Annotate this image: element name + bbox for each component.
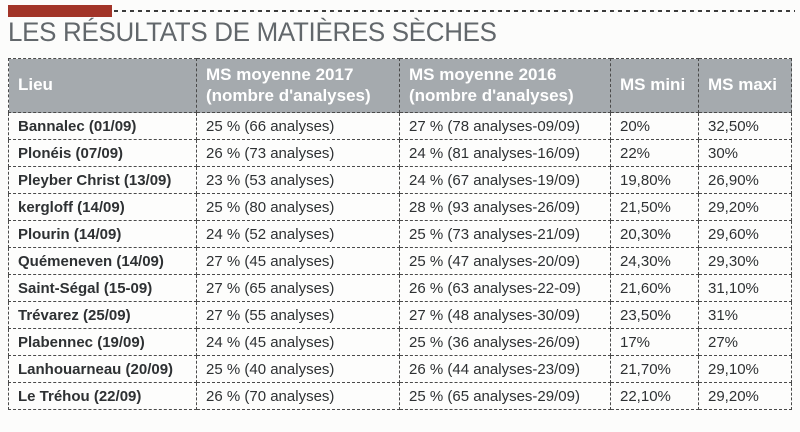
table-cell-ms-2017: 24 % (45 analyses) [196,328,400,356]
table-cell-ms-2017: 25 % (80 analyses) [196,193,400,221]
table-row: Le Tréhou (22/09) 26 % (70 analyses) 25 % … [8,382,792,410]
table-cell-ms-2017: 25 % (66 analyses) [196,112,400,140]
column-header-lieu: Lieu [8,58,197,113]
table-cell-ms-maxi: 30% [698,139,792,167]
table-cell-ms-2016: 25 % (73 analyses-21/09) [399,220,611,248]
table-cell-ms-2017: 24 % (52 analyses) [196,220,400,248]
table-cell-ms-2017: 23 % (53 analyses) [196,166,400,194]
table-cell-ms-mini: 24,30% [610,247,699,275]
column-header-ms-2017: MS moyenne 2017 (nombre d'analyses) [196,58,400,113]
table-row: Pleyber Christ (13/09) 23 % (53 analyses)… [8,166,792,194]
table-row: Plabennec (19/09) 24 % (45 analyses) 25 % … [8,328,792,356]
table-cell-ms-2017: 27 % (55 analyses) [196,301,400,329]
column-header-ms-2016: MS moyenne 2016 (nombre d'analyses) [399,58,611,113]
table-cell-ms-mini: 21,50% [610,193,699,221]
table-cell-lieu: Pleyber Christ (13/09) [8,166,197,194]
table-cell-ms-maxi: 31,10% [698,274,792,302]
table-cell-ms-mini: 20% [610,112,699,140]
table-cell-ms-mini: 17% [610,328,699,356]
table-body: Bannalec (01/09) 25 % (66 analyses) 27 % (… [8,112,792,410]
table-cell-lieu: Le Tréhou (22/09) [8,382,197,410]
table-cell-ms-maxi: 31% [698,301,792,329]
table-cell-ms-2017: 26 % (73 analyses) [196,139,400,167]
table-cell-ms-maxi: 29,10% [698,355,792,383]
table-cell-lieu: Bannalec (01/09) [8,112,197,140]
table-cell-ms-2016: 26 % (44 analyses-23/09) [399,355,611,383]
table-cell-lieu: Quémeneven (14/09) [8,247,197,275]
table-cell-lieu: Plonéis (07/09) [8,139,197,167]
table-cell-ms-mini: 22% [610,139,699,167]
accent-bar [8,5,112,17]
results-table: Lieu MS moyenne 2017 (nombre d'analyses) M… [8,58,792,410]
table-cell-ms-maxi: 29,30% [698,247,792,275]
table-cell-ms-mini: 20,30% [610,220,699,248]
table-cell-ms-mini: 23,50% [610,301,699,329]
table-row: Plourin (14/09) 24 % (52 analyses) 25 % (7… [8,220,792,248]
table-cell-ms-maxi: 29,20% [698,193,792,221]
table-row: Lanhouarneau (20/09) 25 % (40 analyses) 26… [8,355,792,383]
table-cell-ms-mini: 21,60% [610,274,699,302]
table-row: Saint-Ségal (15-09) 27 % (65 analyses) 26 … [8,274,792,302]
table-cell-ms-2017: 25 % (40 analyses) [196,355,400,383]
table-row: Plonéis (07/09) 26 % (73 analyses) 24 % (8… [8,139,792,167]
table-cell-ms-mini: 19,80% [610,166,699,194]
table-row: kergloff (14/09) 25 % (80 analyses) 28 % (… [8,193,792,221]
table-row: Trévarez (25/09) 27 % (55 analyses) 27 % (… [8,301,792,329]
table-cell-ms-maxi: 29,20% [698,382,792,410]
table-cell-ms-mini: 22,10% [610,382,699,410]
table-cell-ms-2017: 26 % (70 analyses) [196,382,400,410]
column-header-ms-mini: MS mini [610,58,699,113]
table-cell-lieu: kergloff (14/09) [8,193,197,221]
table-cell-ms-2017: 27 % (65 analyses) [196,274,400,302]
table-cell-ms-2016: 25 % (47 analyses-20/09) [399,247,611,275]
table-header-row: Lieu MS moyenne 2017 (nombre d'analyses) M… [8,58,792,113]
table-cell-lieu: Trévarez (25/09) [8,301,197,329]
dashed-rule [114,10,795,12]
table-cell-lieu: Plabennec (19/09) [8,328,197,356]
table-cell-ms-2016: 24 % (67 analyses-19/09) [399,166,611,194]
table-cell-ms-2016: 27 % (48 analyses-30/09) [399,301,611,329]
table-cell-ms-maxi: 27% [698,328,792,356]
table-cell-ms-2016: 28 % (93 analyses-26/09) [399,193,611,221]
table-cell-ms-maxi: 32,50% [698,112,792,140]
table-cell-ms-maxi: 26,90% [698,166,792,194]
table-cell-ms-2017: 27 % (45 analyses) [196,247,400,275]
table-row: Bannalec (01/09) 25 % (66 analyses) 27 % (… [8,112,792,140]
column-header-ms-maxi: MS maxi [698,58,792,113]
table-cell-lieu: Plourin (14/09) [8,220,197,248]
table-cell-ms-2016: 24 % (81 analyses-16/09) [399,139,611,167]
table-cell-ms-maxi: 29,60% [698,220,792,248]
table-header: Lieu MS moyenne 2017 (nombre d'analyses) M… [8,58,792,113]
table-cell-ms-2016: 27 % (78 analyses-09/09) [399,112,611,140]
table-cell-ms-2016: 25 % (65 analyses-29/09) [399,382,611,410]
table-row: Quémeneven (14/09) 27 % (45 analyses) 25 %… [8,247,792,275]
table-cell-ms-2016: 25 % (36 analyses-26/09) [399,328,611,356]
table-cell-ms-2016: 26 % (63 analyses-22-09) [399,274,611,302]
table-cell-ms-mini: 21,70% [610,355,699,383]
table-cell-lieu: Lanhouarneau (20/09) [8,355,197,383]
page-title: LES RÉSULTATS DE MATIÈRES SÈCHES [8,17,497,47]
table-cell-lieu: Saint-Ségal (15-09) [8,274,197,302]
